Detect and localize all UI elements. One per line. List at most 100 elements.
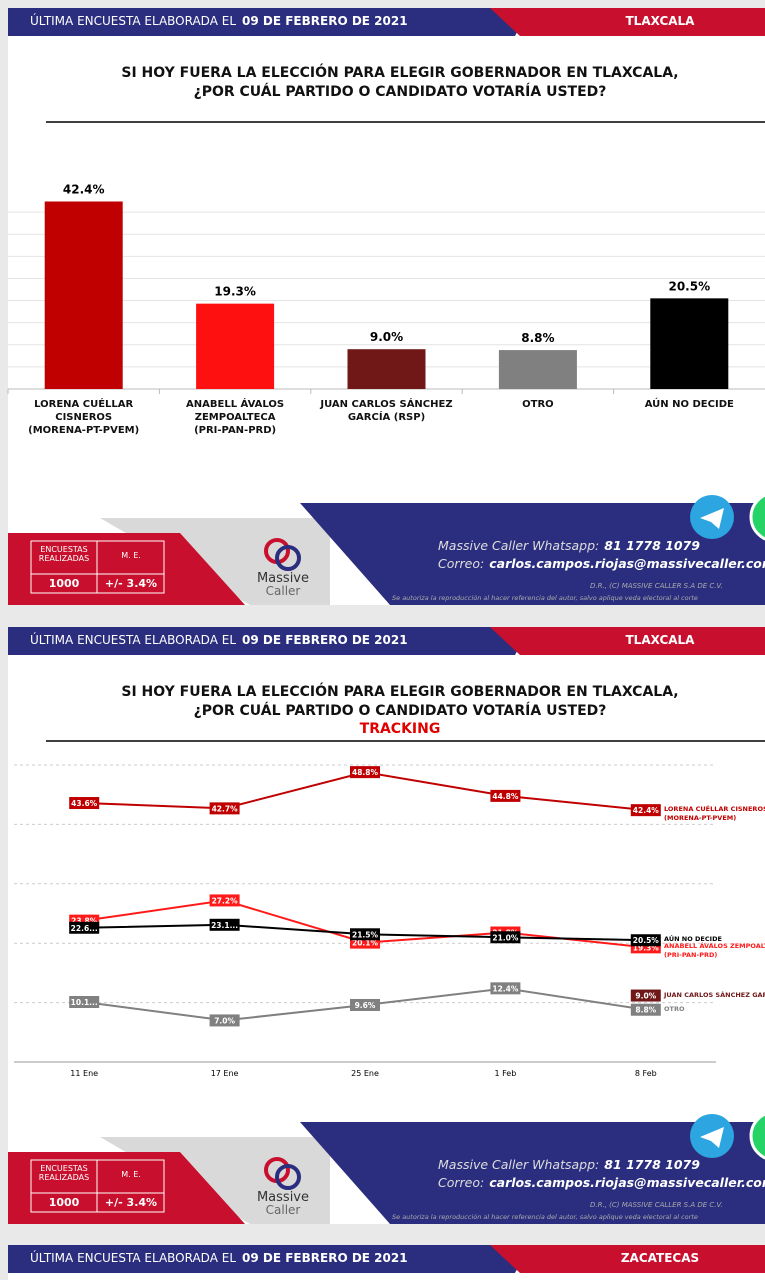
notice: Se autoriza la reproducción al hacer ref… — [392, 1213, 698, 1221]
x-tick-label: 17 Ene — [211, 1069, 239, 1078]
x-tick-label: 1 Feb — [495, 1069, 517, 1078]
value-label: 43.6% — [71, 799, 98, 808]
whatsapp-icon — [749, 493, 765, 541]
value-label-box — [490, 789, 521, 802]
logo-top: Massive — [256, 1190, 310, 1205]
header-prefix: ÚLTIMA ENCUESTA ELABORADA EL — [30, 633, 237, 647]
telegram-plane — [700, 508, 724, 529]
value-label-box — [209, 1014, 240, 1027]
whatsapp-line: Massive Caller Whatsapp: 81 1778 1079 — [438, 1157, 700, 1172]
footer-value: carlos.campos.riojas@massivecaller.com — [489, 556, 765, 571]
logo-ring — [275, 1164, 301, 1190]
value-label: 19.3% — [214, 285, 256, 299]
value-label-box — [490, 982, 521, 995]
header-date: 09 DE FEBRERO DE 2021 — [242, 14, 408, 28]
value-label: 9.0% — [635, 992, 656, 1001]
bar — [347, 349, 426, 389]
value-label-box — [209, 802, 240, 815]
header-text: ÚLTIMA ENCUESTA ELABORADA EL 09 DE FEBRER… — [30, 1251, 408, 1265]
footer-label: Correo: — [438, 556, 485, 571]
value-label: 42.4% — [63, 182, 105, 196]
telegram-plane — [700, 1127, 724, 1148]
legend-entry: LORENA CUÉLLAR CISNEROS (MORENA-PT-PVEM) — [664, 805, 765, 823]
me: +/- 3.4% — [104, 1196, 158, 1209]
x-tick-label: 8 Feb — [635, 1069, 657, 1078]
x-tick-label: AÚN NO DECIDE — [644, 399, 734, 410]
rights: D.R., (C) MASSIVE CALLER S.A DE C.V. — [590, 1201, 723, 1209]
value-label: 20.1% — [352, 939, 379, 948]
surveys: 1000 — [48, 577, 80, 590]
value-label-box — [630, 989, 661, 1002]
header-bar — [8, 8, 530, 36]
header-prefix: ÚLTIMA ENCUESTA ELABORADA EL — [30, 1251, 237, 1265]
me: +/- 3.4% — [104, 577, 158, 590]
header-bar — [8, 627, 530, 655]
legend-entry: AÚN NO DECIDE — [664, 935, 722, 944]
x-tick-label: LORENA CUÉLLAR CISNEROS (MORENA-PT-PVEM) — [28, 399, 140, 436]
value-label: 21.5% — [352, 930, 379, 939]
footer-value: 81 1778 1079 — [604, 538, 700, 553]
bar — [498, 350, 577, 389]
notice: Se autoriza la reproducción al hacer ref… — [392, 594, 698, 602]
value-label-box — [630, 934, 661, 947]
value-label: 21.0% — [492, 933, 519, 942]
header-bar — [8, 1245, 530, 1273]
header-state: ZACATECAS — [620, 1251, 700, 1265]
value-label: 9.0% — [370, 330, 403, 344]
header-state: TLAXCALA — [625, 14, 695, 28]
header-prefix: ÚLTIMA ENCUESTA ELABORADA EL — [30, 14, 237, 28]
header-text: ÚLTIMA ENCUESTA ELABORADA EL 09 DE FEBRER… — [30, 633, 408, 647]
value-label: 23.1... — [211, 921, 238, 930]
whatsapp-icon — [749, 1112, 765, 1160]
value-label: 27.2% — [212, 896, 239, 905]
chart-title: SI HOY FUERA LA ELECCIÓN PARA ELEGIR GOB… — [121, 65, 679, 100]
value-label-box — [69, 921, 100, 934]
value-label: 48.8% — [352, 768, 379, 777]
chart-title: SI HOY FUERA LA ELECCIÓN PARA ELEGIR GOB… — [121, 684, 679, 719]
footer-navy — [300, 503, 765, 605]
value-label: 19.3% — [633, 943, 660, 952]
value-label: 8.8% — [635, 1006, 656, 1015]
footer-value: 81 1778 1079 — [604, 1157, 700, 1172]
value-label-box — [209, 918, 240, 931]
mail-line: Correo: carlos.campos.riojas@massivecalle… — [438, 556, 765, 571]
x-tick-label: ANABELL ÁVALOS ZEMPOALTECA (PRI-PAN-PRD) — [186, 399, 285, 436]
me-label: M. E. — [121, 1170, 141, 1179]
value-label: 23.8% — [71, 917, 98, 926]
value-label: 12.4% — [492, 984, 519, 993]
bar — [44, 201, 123, 389]
footer-label: Massive Caller Whatsapp: — [438, 538, 600, 553]
value-label: 20.5% — [668, 279, 710, 293]
x-tick-label: 25 Ene — [351, 1069, 379, 1078]
value-label-box — [69, 797, 100, 810]
footer-label: Correo: — [438, 1175, 485, 1190]
value-label-box — [490, 931, 521, 944]
value-label: 44.8% — [492, 792, 519, 801]
whatsapp-line: Massive Caller Whatsapp: 81 1778 1079 — [438, 538, 700, 553]
surveys: 1000 — [48, 1196, 80, 1209]
footer-value: carlos.campos.riojas@massivecaller.com — [489, 1175, 765, 1190]
header-red — [490, 627, 765, 655]
value-label: 22.6... — [71, 924, 98, 933]
header-red — [490, 1245, 765, 1273]
value-label-box — [630, 1003, 661, 1016]
value-label: 42.7% — [212, 804, 239, 813]
value-label-box — [350, 998, 380, 1011]
header-text: ÚLTIMA ENCUESTA ELABORADA EL 09 DE FEBRER… — [30, 14, 408, 28]
header-date: 09 DE FEBRERO DE 2021 — [242, 1251, 408, 1265]
surveys-label: ENCUESTAS REALIZADAS — [38, 1164, 90, 1182]
value-label-box — [69, 996, 100, 1009]
chart-subtitle: TRACKING — [359, 721, 441, 737]
logo-bottom: Caller — [265, 584, 301, 598]
legend-entry: ANABELL ÁVALOS ZEMPOALTECA (PRI-PAN-PRD) — [664, 942, 765, 960]
value-label: 10.1... — [71, 998, 98, 1007]
value-label: 42.4% — [633, 806, 660, 815]
value-label-box — [630, 804, 661, 817]
value-label: 7.0% — [214, 1016, 235, 1025]
rights: D.R., (C) MASSIVE CALLER S.A DE C.V. — [590, 582, 723, 590]
surveys-label: ENCUESTAS REALIZADAS — [38, 545, 90, 563]
footer-label: Massive Caller Whatsapp: — [438, 1157, 600, 1172]
value-label-box — [209, 894, 240, 907]
